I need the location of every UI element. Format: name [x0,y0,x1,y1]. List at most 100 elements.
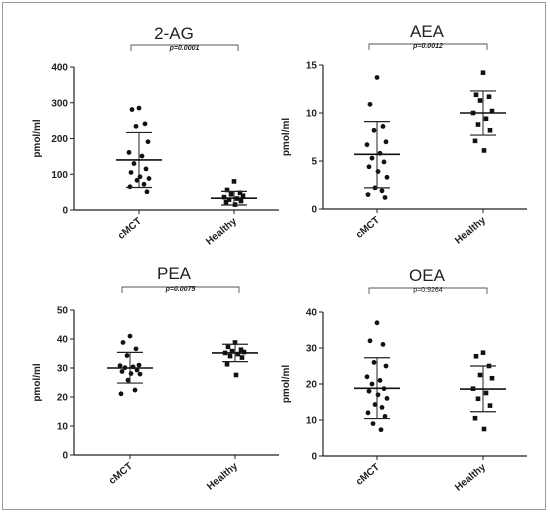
data-point-circle [371,127,377,133]
y-tick-label: 20 [306,380,318,391]
data-point-square [486,94,492,99]
category-label-healthy: Healthy [453,215,488,247]
data-point-circle [144,189,150,195]
data-point-square [223,199,229,205]
data-point-square [472,138,478,144]
data-point-circle [134,177,140,183]
category-label-cmct: cMCT [116,216,144,242]
data-point-square [481,148,487,153]
data-point-square [224,187,230,193]
y-tick-label: 0 [62,206,68,217]
y-tick-label: 200 [51,134,68,145]
data-point-circle [136,362,142,368]
y-tick-label: 30 [306,344,318,355]
y-axis-label: pmol/ml [32,119,43,158]
data-point-circle [372,402,378,407]
y-tick-label: 10 [306,416,318,427]
data-point-circle [369,155,375,161]
data-point-square [239,355,245,360]
data-point-circle [118,391,124,397]
data-point-square [235,351,241,357]
data-point-square [473,92,479,98]
significance-bracket [130,44,239,51]
data-point-circle [375,392,381,398]
data-point-circle [128,170,134,175]
data-point-circle [136,105,142,111]
data-point-circle [364,142,370,148]
data-point-circle [370,421,376,426]
data-point-circle [134,367,140,373]
data-point-circle [383,363,389,369]
y-tick-label: 50 [57,306,69,317]
data-point-square [475,396,481,402]
data-point-circle [126,150,132,155]
data-point-circle [374,75,380,80]
data-point-square [241,349,247,355]
data-point-circle [120,340,126,345]
data-point-circle [366,164,372,170]
y-tick-label: 40 [57,335,69,346]
data-point-circle [374,320,380,326]
data-point-square [472,415,478,421]
data-point-circle [139,153,145,159]
significance-bracket [121,286,240,293]
y-tick-label: 40 [306,308,318,319]
data-point-circle [117,363,123,369]
data-point-square [489,108,495,114]
data-point-circle [127,184,133,190]
data-point-circle [380,124,386,129]
data-point-square [229,348,235,354]
data-point-circle [375,169,381,174]
data-point-circle [384,396,390,401]
y-tick-label: 0 [311,452,317,463]
category-label-healthy: Healthy [453,462,488,494]
data-point-square [233,372,239,378]
p-value-label: p=0.9264 [413,287,442,294]
y-tick-label: 5 [311,157,317,168]
data-point-circle [379,405,385,410]
data-point-circle [145,139,151,145]
panel-title: OEA [409,266,446,285]
data-point-square [477,372,483,378]
category-label-cmct: cMCT [354,462,382,488]
data-point-square [225,344,231,350]
y-tick-label: 0 [311,205,317,216]
data-point-circle [143,166,149,172]
data-point-circle [369,381,375,387]
data-point-circle [119,369,125,374]
data-point-circle [133,346,139,352]
data-point-circle [124,353,130,358]
data-point-square [473,353,479,359]
category-label-healthy: Healthy [204,216,239,248]
data-point-square [228,191,234,197]
panel-title: AEA [410,22,445,41]
data-point-circle [132,387,138,393]
y-tick-label: 10 [306,109,318,120]
data-point-circle [141,181,147,187]
data-point-circle [379,188,385,194]
significance-bracket [368,43,488,50]
data-point-square [221,194,227,200]
data-point-circle [381,159,387,165]
data-point-circle [382,414,388,419]
data-point-square [481,426,487,432]
data-point-square [231,179,237,184]
data-point-circle [382,195,388,200]
data-point-circle [365,192,371,198]
y-tick-label: 300 [51,98,68,109]
data-point-circle [131,161,137,166]
data-point-circle [367,338,373,344]
data-point-circle [377,378,383,383]
data-point-circle [127,333,133,339]
data-point-circle [125,377,131,383]
y-tick-label: 30 [57,364,69,375]
data-point-circle [378,427,384,433]
data-point-square [240,193,246,198]
data-point-square [489,375,495,381]
data-point-circle [384,174,390,180]
y-axis-label: pmol/ml [281,365,292,404]
data-point-circle [146,176,152,181]
data-point-circle [137,371,143,377]
category-label-cmct: cMCT [107,461,135,487]
